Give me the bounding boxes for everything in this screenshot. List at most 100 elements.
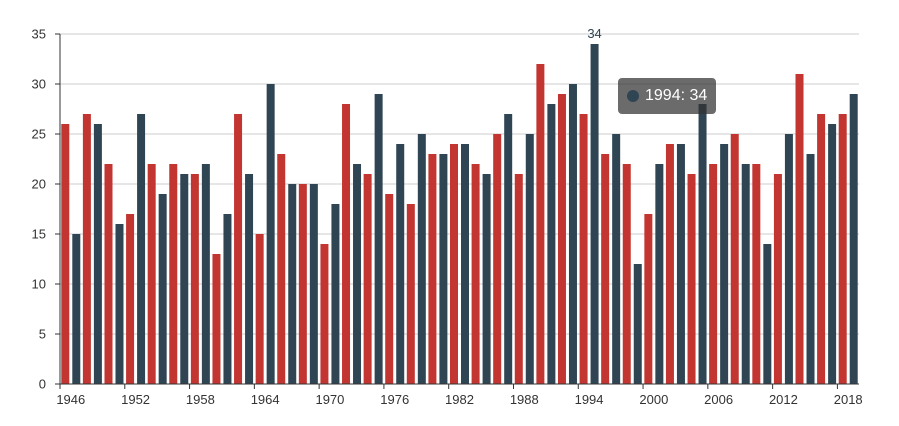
bar-series-0-1970[interactable] — [320, 244, 329, 384]
bar-series-0-1964[interactable] — [255, 234, 264, 384]
bar-series-0-2000[interactable] — [644, 214, 653, 384]
tooltip: 1994: 34 — [618, 78, 717, 114]
bar-series-1-1984[interactable] — [482, 174, 491, 384]
bar-series-1-1974[interactable] — [374, 94, 383, 384]
bar-series-0-1974[interactable] — [363, 174, 372, 384]
bar-series-1-2006[interactable] — [720, 144, 729, 384]
y-tick-label: 35 — [32, 27, 46, 42]
bar-series-1-2002[interactable] — [676, 144, 685, 384]
bar-series-0-1992[interactable] — [557, 94, 566, 384]
x-tick-label: 1958 — [186, 392, 215, 407]
bar-series-1-1966[interactable] — [288, 184, 297, 384]
tooltip-series-dot — [627, 90, 639, 102]
x-tick-label: 2000 — [639, 392, 668, 407]
bar-series-1-2000[interactable] — [655, 164, 664, 384]
bar-series-1-1956[interactable] — [180, 174, 189, 384]
y-tick-label: 5 — [39, 327, 46, 342]
labels: 0 5 10 15 20 25 30 35 1946 1952 1958 1964 1970 1976 19… — [32, 26, 863, 407]
bar-series-1-1946[interactable] — [72, 234, 81, 384]
bar-series-1-1958[interactable] — [201, 164, 210, 384]
bar-series-0-1980[interactable] — [428, 154, 437, 384]
x-tick-label: 1946 — [56, 392, 85, 407]
bar-series-0-1984[interactable] — [471, 164, 480, 384]
bar-series-0-2008[interactable] — [730, 134, 739, 384]
bar-series-1-1992[interactable] — [568, 84, 577, 384]
x-tick-label: 2018 — [834, 392, 863, 407]
bar-series-0-1960[interactable] — [212, 254, 221, 384]
bar-series-0-1968[interactable] — [298, 184, 307, 384]
bars — [61, 44, 858, 384]
bar-series-0-1948[interactable] — [82, 114, 91, 384]
bar-series-1-2012[interactable] — [784, 134, 793, 384]
bar-series-1-1996[interactable] — [612, 134, 621, 384]
bar-series-0-1958[interactable] — [190, 174, 199, 384]
bar-series-0-1990[interactable] — [536, 64, 545, 384]
bar-series-1-1978[interactable] — [417, 134, 426, 384]
bar-series-0-2012[interactable] — [773, 174, 782, 384]
bar-series-1-2014[interactable] — [806, 154, 815, 384]
bar-series-1-2016[interactable] — [828, 124, 837, 384]
bar-series-0-1978[interactable] — [406, 204, 415, 384]
bar-series-0-1972[interactable] — [342, 104, 351, 384]
bar-series-1-1976[interactable] — [396, 144, 405, 384]
x-tick-label: 1970 — [315, 392, 344, 407]
bar-series-0-1994[interactable] — [579, 114, 588, 384]
bar-series-0-1946[interactable] — [61, 124, 70, 384]
bar-series-1-1960[interactable] — [223, 214, 232, 384]
bar-series-0-1996[interactable] — [601, 154, 610, 384]
max-value-label: 34 — [587, 26, 601, 41]
bar-series-0-2014[interactable] — [795, 74, 804, 384]
bar-series-1-1990[interactable] — [547, 104, 556, 384]
bar-series-1-1982[interactable] — [461, 144, 469, 384]
bar-series-1-1948[interactable] — [93, 124, 102, 384]
bar-series-1-1994[interactable] — [590, 44, 599, 384]
bar-series-0-1954[interactable] — [147, 164, 156, 384]
x-tick-label: 2012 — [769, 392, 798, 407]
bar-series-1-1964[interactable] — [266, 84, 275, 384]
bar-series-0-1962[interactable] — [234, 114, 243, 384]
bar-series-1-1970[interactable] — [331, 204, 340, 384]
tooltip-text: 1994: 34 — [645, 87, 708, 104]
bar-series-1-2004[interactable] — [698, 104, 707, 384]
y-tick-label: 0 — [39, 377, 46, 392]
x-tick-label: 1976 — [380, 392, 409, 407]
bar-series-1-2018[interactable] — [849, 94, 858, 384]
bar-series-1-1962[interactable] — [245, 174, 254, 384]
bar-series-0-1966[interactable] — [277, 154, 286, 384]
bar-series-1-1998[interactable] — [633, 264, 642, 384]
bar-series-0-2002[interactable] — [665, 144, 674, 384]
x-tick-label: 2006 — [704, 392, 733, 407]
y-tick-label: 30 — [32, 77, 46, 92]
bar-series-0-2004[interactable] — [687, 174, 696, 384]
x-tick-label: 1988 — [510, 392, 539, 407]
bar-series-0-1986[interactable] — [493, 134, 502, 384]
x-tick-label: 1982 — [445, 392, 474, 407]
bar-series-0-1982[interactable] — [450, 144, 458, 384]
axes — [55, 33, 859, 389]
bar-series-1-1980[interactable] — [439, 154, 448, 384]
bar-series-0-1998[interactable] — [622, 164, 631, 384]
y-tick-label: 20 — [32, 177, 46, 192]
bar-series-0-1956[interactable] — [169, 164, 178, 384]
x-tick-label: 1952 — [121, 392, 150, 407]
bar-series-1-1954[interactable] — [158, 194, 167, 384]
bar-series-0-2006[interactable] — [709, 164, 718, 384]
grid-lines — [60, 33, 859, 335]
bar-series-0-1950[interactable] — [104, 164, 113, 384]
bar-series-1-1950[interactable] — [115, 224, 124, 384]
bar-series-0-1988[interactable] — [514, 174, 523, 384]
bar-series-1-1986[interactable] — [504, 114, 513, 384]
x-tick-label: 1964 — [251, 392, 280, 407]
bar-series-0-1952[interactable] — [126, 214, 135, 384]
bar-series-0-2018[interactable] — [838, 114, 847, 384]
bar-series-1-2010[interactable] — [763, 244, 772, 384]
bar-series-1-1968[interactable] — [309, 184, 318, 384]
y-tick-label: 10 — [32, 277, 46, 292]
bar-series-1-1972[interactable] — [353, 164, 362, 384]
bar-series-0-2016[interactable] — [817, 114, 826, 384]
bar-series-1-1988[interactable] — [525, 134, 534, 384]
bar-series-1-2008[interactable] — [741, 164, 750, 384]
bar-series-0-1976[interactable] — [385, 194, 394, 384]
bar-series-0-2010[interactable] — [752, 164, 761, 384]
bar-series-1-1952[interactable] — [137, 114, 146, 384]
